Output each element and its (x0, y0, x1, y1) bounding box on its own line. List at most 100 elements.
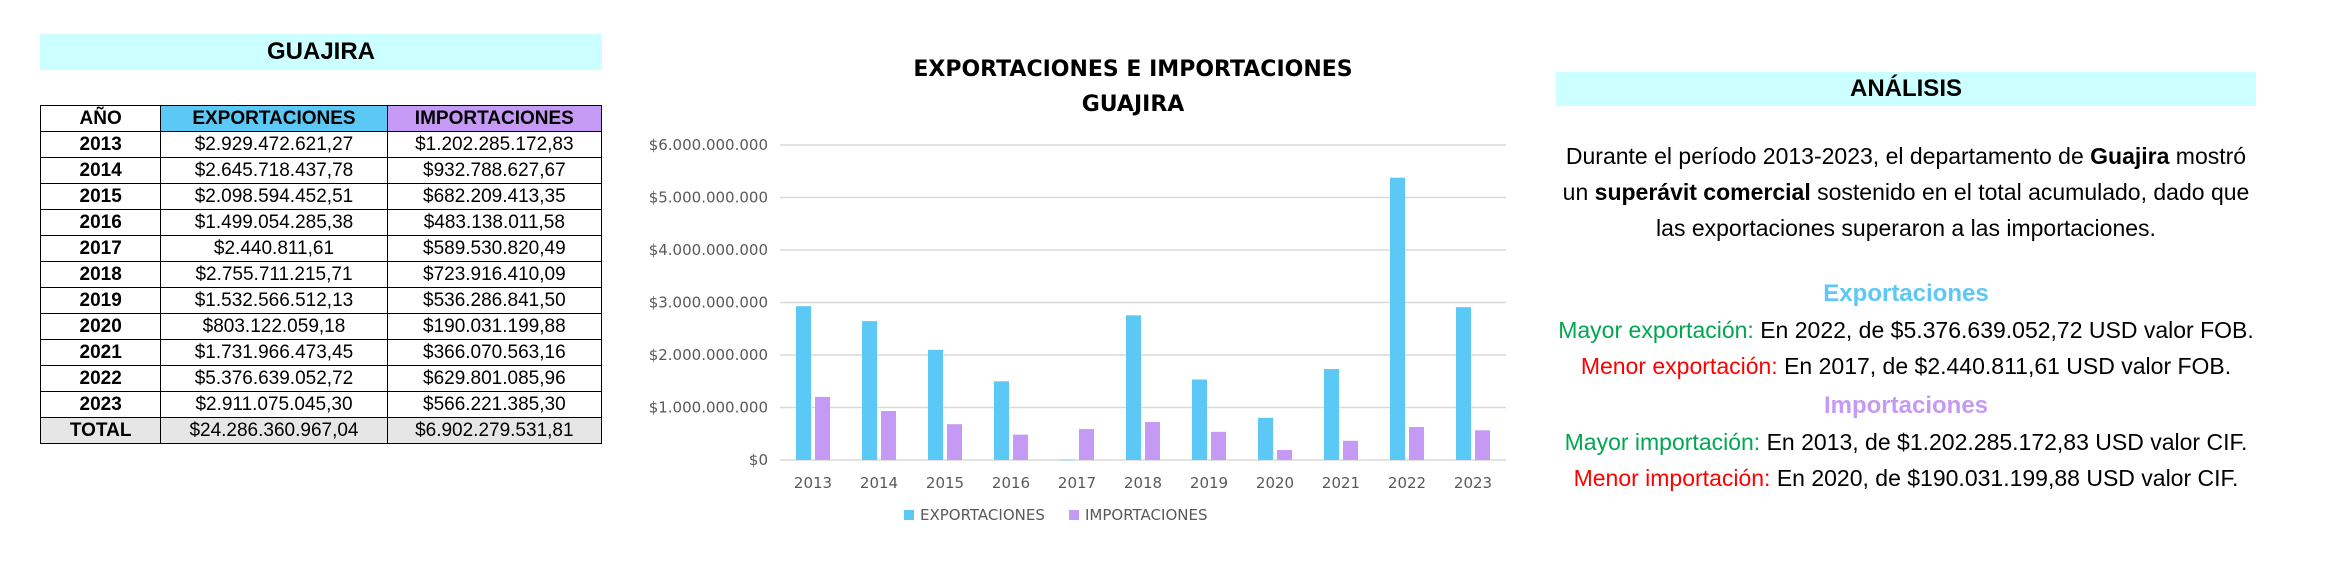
import-bar (1079, 429, 1094, 460)
analysis-text: Durante el período 2013-2023, el departa… (1556, 138, 2256, 496)
export-bar (796, 306, 811, 460)
header-imports: IMPORTACIONES (386, 105, 603, 132)
table-row: 2022 $5.376.639.052,72 $629.801.085,96 (39, 365, 603, 392)
export-bar (1390, 177, 1405, 461)
import-bar (881, 411, 896, 460)
total-label: TOTAL (39, 417, 162, 444)
chart-subtitle: GUAJIRA (1082, 92, 1185, 117)
intro-text-2: mostró un (1562, 143, 2247, 205)
export-bar (1456, 307, 1471, 460)
import-bar (1013, 434, 1028, 460)
export-bar (994, 381, 1009, 460)
exports-cell: $2.098.594.452,51 (160, 183, 388, 210)
export-bar (928, 349, 943, 460)
x-tick-label: 2015 (926, 474, 964, 492)
imports-cell: $629.801.085,96 (386, 365, 603, 392)
header-year: AÑO (39, 105, 162, 132)
x-tick-label: 2022 (1388, 474, 1426, 492)
import-bar (815, 396, 830, 460)
export-bar (1060, 459, 1075, 461)
export-bar (1258, 417, 1273, 460)
imports-cell: $566.221.385,30 (386, 391, 603, 418)
import-bar (1475, 430, 1490, 460)
x-tick-label: 2021 (1322, 474, 1360, 492)
exports-cell: $803.122.059,18 (160, 313, 388, 340)
exports-cell: $2.929.472.621,27 (160, 131, 388, 158)
legend-imports-label: IMPORTACIONES (1085, 506, 1207, 524)
legend-exports-swatch (904, 510, 914, 520)
legend-imports-swatch (1069, 510, 1079, 520)
y-tick-label: $0 (749, 451, 768, 469)
x-tick-label: 2014 (860, 474, 898, 492)
table-row: 2018 $2.755.711.215,71 $723.916.410,09 (39, 261, 603, 288)
exports-cell: $5.376.639.052,72 (160, 365, 388, 392)
exports-cell: $2.645.718.437,78 (160, 157, 388, 184)
intro-bold-1: Guajira (2090, 143, 2170, 169)
chart-title: EXPORTACIONES E IMPORTACIONES (913, 57, 1352, 82)
table-row: 2021 $1.731.966.473,45 $366.070.563,16 (39, 339, 603, 366)
imports-cell: $723.916.410,09 (386, 261, 603, 288)
table-title: GUAJIRA (40, 34, 602, 70)
import-bar (947, 424, 962, 460)
x-tick-label: 2018 (1124, 474, 1162, 492)
max-export-label: Mayor exportación: (1558, 317, 1754, 343)
x-tick-label: 2016 (992, 474, 1030, 492)
imports-section-title: Importaciones (1823, 392, 1989, 419)
year-cell: 2022 (39, 365, 162, 392)
year-cell: 2014 (39, 157, 162, 184)
table-row: 2019 $1.532.566.512,13 $536.286.841,50 (39, 287, 603, 314)
year-cell: 2018 (39, 261, 162, 288)
export-bar (1324, 369, 1339, 460)
x-tick-label: 2019 (1190, 474, 1228, 492)
exports-cell: $1.499.054.285,38 (160, 209, 388, 236)
max-export-line: Mayor exportación: En 2022, de $5.376.63… (1556, 312, 2256, 348)
table-row: 2017 $2.440.811,61 $589.530.820,49 (39, 235, 603, 262)
table-row: 2013 $2.929.472.621,27 $1.202.285.172,83 (39, 131, 603, 158)
analysis-title: ANÁLISIS (1556, 72, 2256, 106)
trade-table: AÑO EXPORTACIONES IMPORTACIONES 2013 $2.9… (39, 105, 603, 444)
year-cell: 2013 (39, 131, 162, 158)
total-exports: $24.286.360.967,04 (160, 417, 388, 444)
x-tick-label: 2023 (1454, 474, 1492, 492)
legend-exports-label: EXPORTACIONES (920, 506, 1045, 524)
max-import-text: En 2013, de $1.202.285.172,83 USD valor … (1760, 429, 2248, 455)
table-row: 2020 $803.122.059,18 $190.031.199,88 (39, 313, 603, 340)
export-bar (1126, 315, 1141, 460)
import-bar (1145, 421, 1160, 460)
year-cell: 2021 (39, 339, 162, 366)
y-tick-label: $1.000.000.000 (649, 399, 768, 417)
imports-cell: $589.530.820,49 (386, 235, 603, 262)
y-tick-label: $6.000.000.000 (649, 136, 768, 154)
total-imports: $6.902.279.531,81 (386, 417, 603, 444)
table-row: 2023 $2.911.075.045,30 $566.221.385,30 (39, 391, 603, 418)
imports-cell: $366.070.563,16 (386, 339, 603, 366)
export-bar (1192, 379, 1207, 460)
imports-cell: $932.788.627,67 (386, 157, 603, 184)
min-import-text: En 2020, de $190.031.199,88 USD valor CI… (1770, 465, 2239, 491)
min-export-label: Menor exportación: (1580, 353, 1778, 379)
imports-cell: $190.031.199,88 (386, 313, 603, 340)
bar-chart: EXPORTACIONES E IMPORTACIONES GUAJIRA $0 $1… (649, 57, 1506, 524)
year-cell: 2017 (39, 235, 162, 262)
imports-cell: $682.209.413,35 (386, 183, 603, 210)
min-export-line: Menor exportación: En 2017, de $2.440.81… (1556, 348, 2256, 384)
intro-text-1: Durante el período 2013-2023, el departa… (1565, 143, 2091, 169)
import-bar (1211, 431, 1226, 460)
export-bar (862, 321, 877, 460)
total-row: TOTAL $24.286.360.967,04 $6.902.279.531,81 (39, 417, 603, 444)
import-bar (1343, 440, 1358, 460)
y-tick-label: $4.000.000.000 (649, 241, 768, 259)
min-export-text: En 2017, de $2.440.811,61 USD valor FOB. (1777, 353, 2232, 379)
year-cell: 2016 (39, 209, 162, 236)
y-tick-label: $2.000.000.000 (649, 346, 768, 364)
min-import-line: Menor importación: En 2020, de $190.031.… (1556, 460, 2256, 496)
table-body: 2013 $2.929.472.621,27 $1.202.285.172,83 20… (39, 131, 603, 444)
imports-cell: $536.286.841,50 (386, 287, 603, 314)
table-row: 2015 $2.098.594.452,51 $682.209.413,35 (39, 183, 603, 210)
x-tick-label: 2020 (1256, 474, 1294, 492)
table-row: 2014 $2.645.718.437,78 $932.788.627,67 (39, 157, 603, 184)
x-tick-label: 2013 (794, 474, 832, 492)
exports-cell: $2.755.711.215,71 (160, 261, 388, 288)
exports-cell: $2.440.811,61 (160, 235, 388, 262)
y-tick-label: $3.000.000.000 (649, 294, 768, 312)
